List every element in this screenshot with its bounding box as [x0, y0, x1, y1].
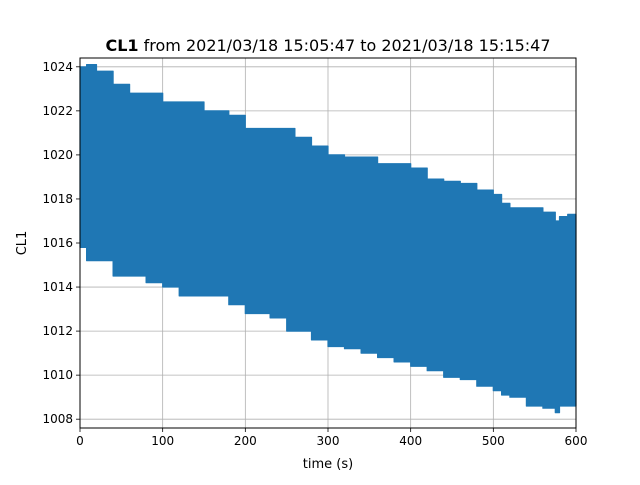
x-tick-label: 0 [76, 434, 84, 448]
y-tick-label: 1012 [42, 324, 73, 338]
chart-title: CL1 from 2021/03/18 15:05:47 to 2021/03/… [105, 36, 550, 55]
y-tick-label: 1016 [42, 236, 73, 250]
x-axis-label: time (s) [303, 457, 353, 472]
y-axis: 1008 1010 1012 1014 1016 1018 1020 1022 1024 [42, 60, 80, 426]
y-tick-label: 1020 [42, 148, 73, 162]
x-tick-label: 300 [317, 434, 340, 448]
chart-title-range: from 2021/03/18 15:05:47 to 2021/03/18 1… [139, 36, 551, 55]
series-band [79, 63, 577, 414]
data-series [79, 63, 577, 414]
x-tick-label: 400 [399, 434, 422, 448]
y-tick-label: 1024 [42, 60, 73, 74]
x-tick-label: 200 [234, 434, 257, 448]
x-tick-label: 500 [482, 434, 505, 448]
chart-title-series: CL1 [105, 36, 138, 55]
x-tick-label: 100 [151, 434, 174, 448]
y-tick-label: 1018 [42, 192, 73, 206]
y-tick-label: 1014 [42, 280, 73, 294]
x-tick-label: 600 [565, 434, 588, 448]
y-axis-label: CL1 [15, 231, 30, 256]
y-tick-label: 1022 [42, 104, 73, 118]
x-axis: 0 100 200 300 400 500 600 [76, 428, 587, 448]
y-tick-label: 1010 [42, 368, 73, 382]
y-tick-label: 1008 [42, 412, 73, 426]
